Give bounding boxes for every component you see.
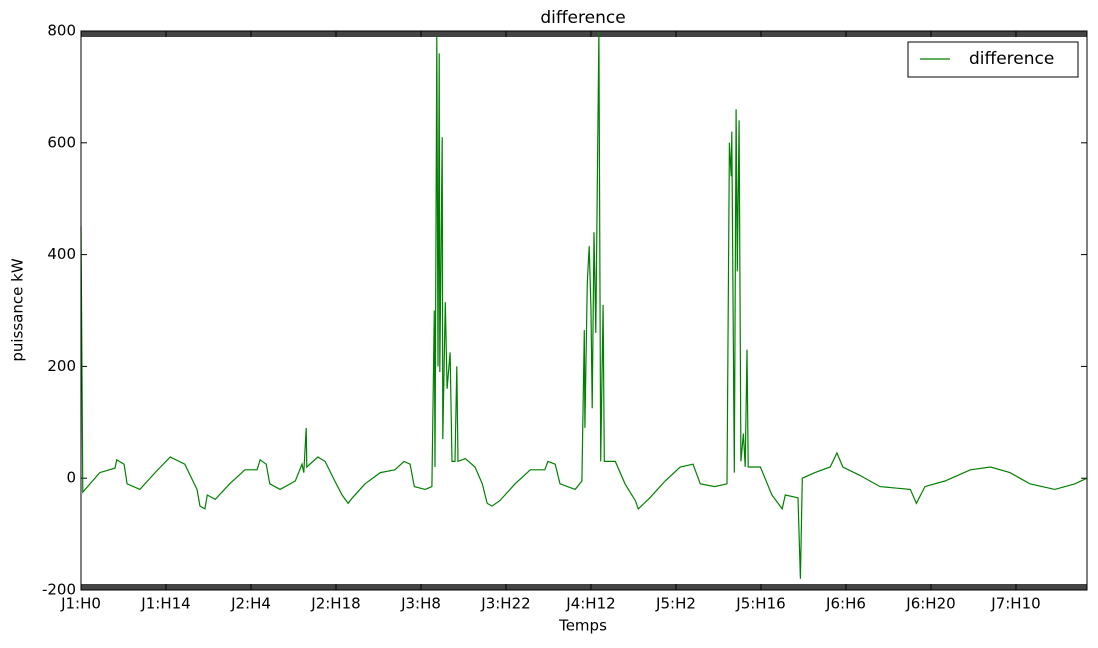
y-tick-label: -200: [42, 581, 76, 599]
y-tick-label: 200: [47, 357, 76, 375]
x-tick-label: J5:H16: [735, 595, 785, 613]
x-tick-label: J2:H18: [310, 595, 360, 613]
legend-label: difference: [969, 49, 1054, 69]
y-tick-label: 600: [47, 133, 76, 151]
y-tick-label: 800: [47, 22, 76, 40]
x-tick-label: J1:H0: [60, 595, 101, 613]
x-tick-label: J1:H14: [140, 595, 190, 613]
chart-title: difference: [540, 8, 625, 28]
data-line: [80, 30, 1088, 579]
x-tick-label: J7:H10: [990, 595, 1040, 613]
bottom-band: [81, 584, 1087, 590]
top-band: [81, 31, 1087, 37]
x-tick-label: J4:H12: [565, 595, 615, 613]
plot-frame: [80, 30, 1088, 591]
x-tick-label: J2:H4: [230, 595, 271, 613]
y-axis-label: puissance kW: [9, 258, 27, 361]
x-tick-label: J3:H22: [480, 595, 530, 613]
x-tick-label: J6:H6: [825, 595, 866, 613]
y-tick-label: 400: [47, 245, 76, 263]
x-axis-label: Temps: [558, 617, 607, 635]
x-tick-label: J3:H8: [400, 595, 441, 613]
x-tick-label: J5:H2: [655, 595, 696, 613]
x-tick-label: J6:H20: [905, 595, 955, 613]
y-tick-label: 0: [66, 469, 76, 487]
plot-area: [81, 31, 1087, 590]
